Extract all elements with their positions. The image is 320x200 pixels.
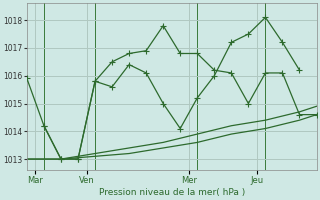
X-axis label: Pression niveau de la mer( hPa ): Pression niveau de la mer( hPa ) (99, 188, 245, 197)
